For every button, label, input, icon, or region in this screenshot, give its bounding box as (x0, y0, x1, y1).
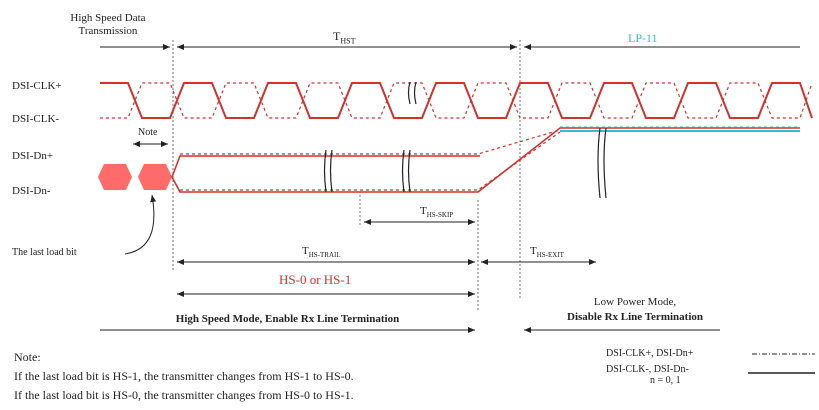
clk-minus-waveform (100, 82, 813, 119)
hs-data-title-line1: High Speed Data (70, 12, 146, 24)
extension-lines (172, 40, 521, 310)
break-clk (407, 81, 417, 105)
notes-block: Note: If the last load bit is HS-1, the … (14, 348, 354, 405)
signal-label-dn-minus: DSI-Dn- (12, 185, 51, 197)
notes-line-1: If the last load bit is HS-1, the transm… (14, 369, 354, 383)
note-marker-label: Note (138, 127, 158, 138)
dn-plus-waveform (180, 129, 561, 191)
last-load-bit-label: The last load bit (12, 247, 77, 258)
lp-mode-label-line2: Disable Rx Line Termination (567, 311, 703, 323)
data-signals (98, 126, 800, 193)
t-hs-exit-label: THS-EXIT (530, 245, 564, 260)
hs-data-title-line2: Transmission (78, 25, 138, 37)
clk-plus-waveform (100, 82, 813, 119)
data-bit-hex-1 (98, 164, 132, 190)
hs-mode-label: High Speed Mode, Enable Rx Line Terminat… (175, 313, 400, 325)
legend-solid-label-line1: DSI-CLK-, DSI-Dn- (606, 364, 689, 375)
break-lp (597, 127, 607, 199)
hs-state-label: HS-0 or HS-1 (279, 272, 352, 287)
lp-mode-label-line1: Low Power Mode, (593, 296, 677, 308)
break-data-2 (401, 149, 411, 193)
lp11-label: LP-11 (628, 31, 658, 45)
legend-solid-label-line2: n = 0, 1 (650, 375, 681, 386)
data-bit-hex-2 (138, 164, 172, 190)
signal-label-clk-minus: DSI-CLK- (12, 113, 60, 125)
t-hst-label: THST (333, 29, 356, 46)
dn-minus-waveform (171, 127, 800, 193)
t-hs-trail-label: THS-TRAIL (302, 245, 341, 260)
signal-label-clk-plus: DSI-CLK+ (12, 80, 62, 92)
notes-line-2: If the last load bit is HS-0, the transm… (14, 388, 354, 402)
legend-dashed-label: DSI-CLK+, DSI-Dn+ (606, 348, 694, 359)
clock-signals (100, 82, 813, 119)
middle-timing-arrows (100, 219, 720, 333)
legend (748, 353, 815, 374)
t-hs-skip-label: THS-SKIP (420, 205, 454, 220)
signal-label-dn-plus: DSI-Dn+ (12, 150, 54, 162)
last-load-bit-pointer (124, 194, 157, 255)
break-data-1 (323, 149, 333, 193)
notes-heading: Note: (14, 350, 41, 364)
break-marks (323, 81, 607, 199)
